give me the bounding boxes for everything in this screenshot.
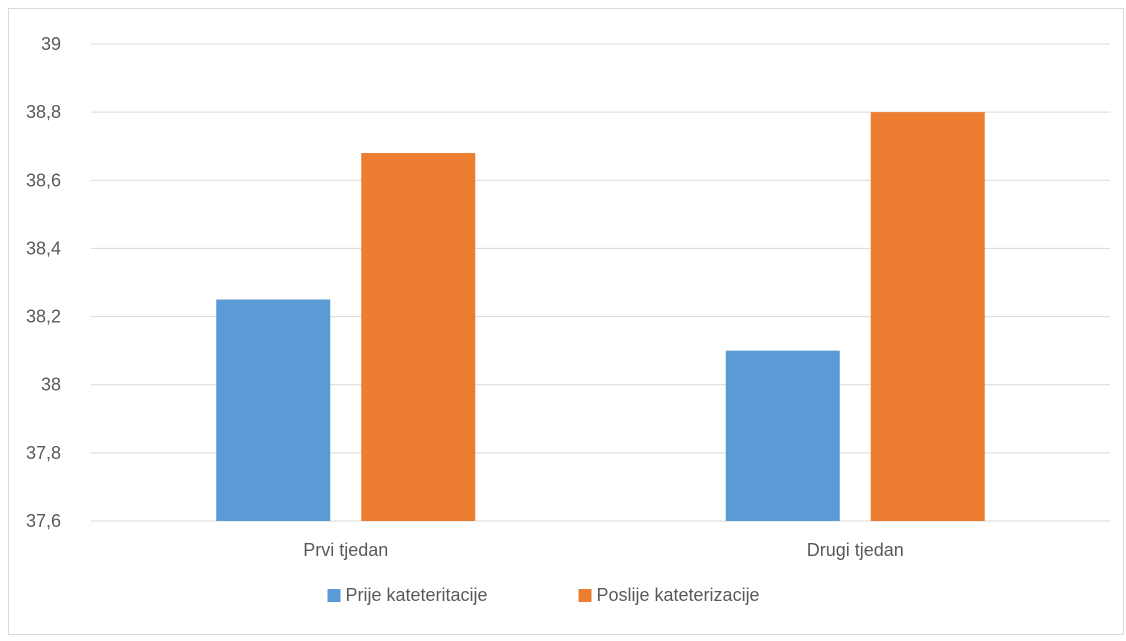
y-tick-label: 37,6 xyxy=(26,511,61,531)
y-tick-label: 37,8 xyxy=(26,443,61,463)
y-axis-tick-labels: 37,6 37,8 38 38,2 38,4 38,6 38,8 39 xyxy=(26,34,61,531)
legend: Prije kateteritacije Poslije kateterizaci… xyxy=(327,585,760,605)
legend-label: Poslije kateterizacije xyxy=(597,585,760,605)
y-tick-label: 39 xyxy=(41,34,61,54)
y-tick-label: 38,8 xyxy=(26,102,61,122)
legend-label: Prije kateteritacije xyxy=(346,585,488,605)
bar-prije-1 xyxy=(725,350,840,521)
bars xyxy=(216,112,985,522)
chart-frame: 37,6 37,8 38 38,2 38,4 38,6 38,8 39 Prvi tjedan… xyxy=(8,8,1124,635)
y-tick-label: 38,4 xyxy=(26,238,61,258)
legend-swatch-1 xyxy=(578,589,592,602)
x-tick-label: Prvi tjedan xyxy=(303,540,388,560)
bar-prije-0 xyxy=(216,299,331,521)
y-tick-label: 38,2 xyxy=(26,307,61,327)
x-axis-tick-labels: Prvi tjedan Drugi tjedan xyxy=(303,540,904,560)
x-tick-label: Drugi tjedan xyxy=(807,540,904,560)
y-tick-label: 38 xyxy=(41,375,61,395)
bar-poslije-1 xyxy=(870,112,985,522)
bar-chart: 37,6 37,8 38 38,2 38,4 38,6 38,8 39 Prvi tjedan… xyxy=(26,34,1110,605)
legend-swatch-0 xyxy=(327,589,341,602)
bar-poslije-0 xyxy=(361,153,476,521)
y-tick-label: 38,6 xyxy=(26,170,61,190)
